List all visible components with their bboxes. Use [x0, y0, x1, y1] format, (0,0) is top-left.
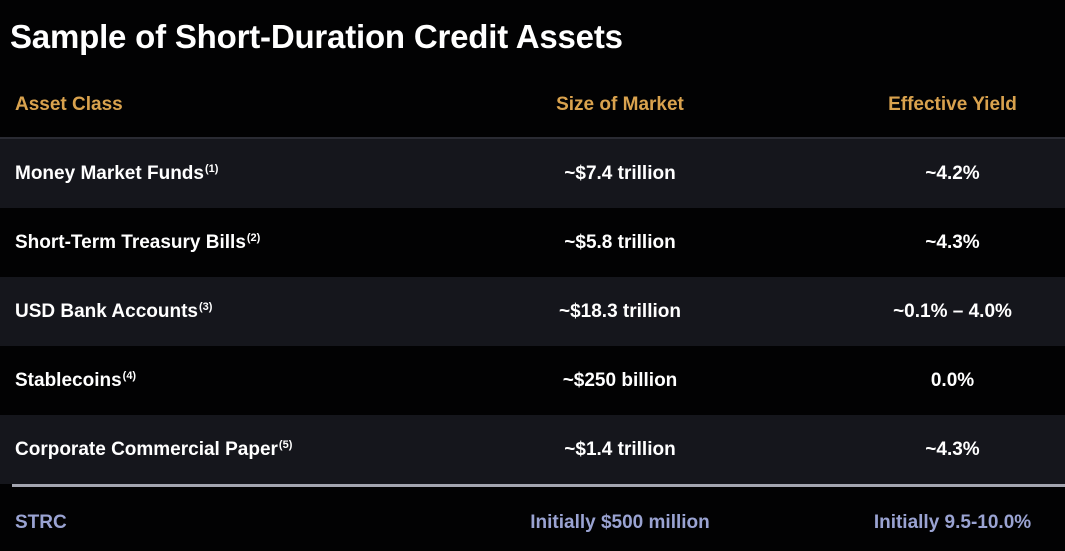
slide-title: Sample of Short-Duration Credit Assets	[10, 18, 623, 55]
header-size-of-market: Size of Market	[556, 94, 684, 115]
asset-label: USD Bank Accounts	[15, 301, 198, 322]
market-size: ~$18.3 trillion	[559, 301, 681, 322]
footnote-marker: (2)	[246, 231, 261, 244]
strc-effective-yield: Initially 9.5-10.0%	[873, 512, 1032, 533]
footnote-marker: (1)	[204, 162, 219, 175]
market-size: ~$1.4 trillion	[564, 439, 676, 460]
table-row: USD Bank Accounts(3) ~$18.3 trillion ~0.…	[0, 277, 1065, 346]
market-size: ~$250 billion	[562, 370, 678, 391]
strc-row: STRC Initially $500 million Initially 9.…	[0, 488, 1065, 551]
table-header: Asset Class Size of Market Effective Yie…	[0, 88, 1065, 122]
strc-asset-name: STRC	[15, 512, 67, 533]
market-size: ~$7.4 trillion	[564, 163, 676, 184]
effective-yield: ~4.3%	[925, 232, 980, 253]
header-divider	[0, 137, 1065, 139]
asset-label: Money Market Funds	[15, 163, 204, 184]
strc-market-size: Initially $500 million	[530, 512, 710, 533]
market-size: ~$5.8 trillion	[564, 232, 676, 253]
header-asset-class: Asset Class	[15, 94, 123, 115]
table-row: Money Market Funds(1) ~$7.4 trillion ~4.…	[0, 139, 1065, 208]
header-effective-yield: Effective Yield	[888, 94, 1017, 115]
asset-name: Money Market Funds(1)	[15, 163, 218, 185]
asset-label: Corporate Commercial Paper	[15, 439, 278, 460]
table-row: Corporate Commercial Paper(5) ~$1.4 tril…	[0, 415, 1065, 484]
asset-label: Stablecoins	[15, 370, 122, 391]
table-row: Stablecoins(4) ~$250 billion 0.0%	[0, 346, 1065, 415]
asset-name: USD Bank Accounts(3)	[15, 301, 212, 323]
effective-yield: ~0.1% – 4.0%	[893, 301, 1012, 322]
asset-name: Corporate Commercial Paper(5)	[15, 439, 292, 461]
effective-yield: ~4.3%	[925, 439, 980, 460]
footnote-marker: (3)	[199, 300, 213, 313]
table-row: Short-Term Treasury Bills(2) ~$5.8 trill…	[0, 208, 1065, 277]
footnote-marker: (4)	[122, 369, 137, 382]
footnote-marker: (5)	[278, 438, 293, 451]
effective-yield: ~4.2%	[925, 163, 980, 184]
effective-yield: 0.0%	[930, 370, 975, 391]
asset-label: Short-Term Treasury Bills	[15, 232, 246, 253]
asset-name: Short-Term Treasury Bills(2)	[15, 232, 260, 254]
strc-divider	[12, 484, 1065, 487]
asset-name: Stablecoins(4)	[15, 370, 136, 392]
